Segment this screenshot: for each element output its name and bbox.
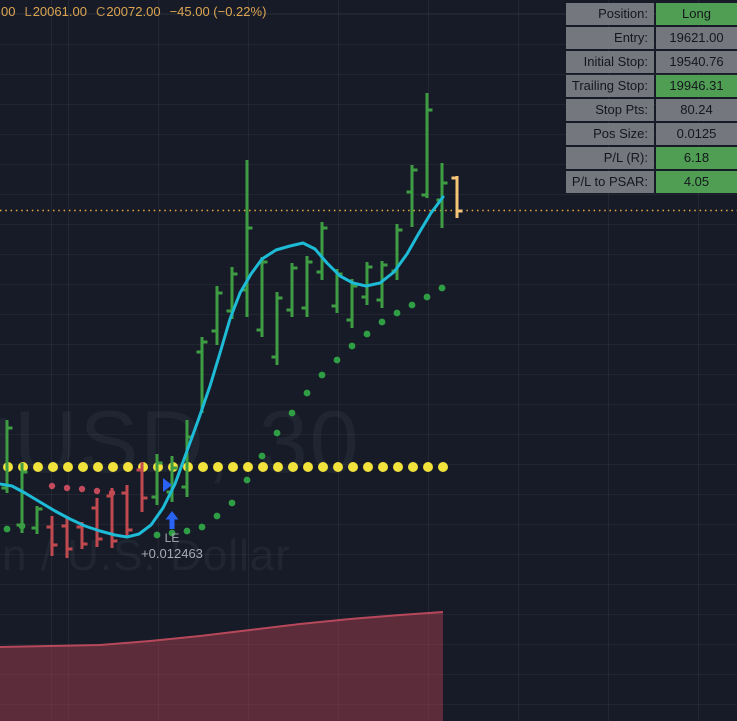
price-bar [271, 292, 283, 365]
price-bar [241, 160, 253, 317]
price-bar [211, 286, 223, 345]
price-bar [151, 454, 163, 505]
entry-marker-quantity: +0.012463 [141, 546, 203, 561]
entry-marker-label: LE [164, 531, 180, 545]
ohlc-readout: 00 L20061.00 C20072.00 −45.00 (−0.22%) [0, 4, 266, 19]
close-label: C [95, 4, 106, 19]
price-bar [1, 420, 13, 493]
panel-row-value: 0.0125 [656, 123, 737, 145]
volume-area [0, 612, 443, 721]
current-bar [451, 176, 463, 218]
panel-row-value: 80.24 [656, 99, 737, 121]
price-bar [316, 222, 328, 280]
change-value: −45.00 (−0.22%) [169, 4, 267, 19]
watermark-letter-fragment [0, 418, 6, 482]
position-info-panel: Position: Long Entry: 19621.00 Initial S… [566, 3, 737, 193]
price-bar [106, 488, 118, 548]
ohlc-fragment: 00 [1, 4, 16, 19]
panel-row-label: Pos Size: [566, 123, 654, 145]
close-value: 20072.00 [106, 4, 161, 19]
panel-row-value: 19946.31 [656, 75, 737, 97]
price-bar [121, 485, 133, 537]
volume-area-line [0, 611, 444, 648]
level-dots-row [3, 462, 448, 472]
price-bar [346, 279, 358, 328]
price-bar [76, 522, 88, 549]
panel-row-label: Position: [566, 3, 654, 25]
price-bar [421, 93, 433, 198]
watermark-description: n / U.S. Dollar [2, 531, 291, 580]
panel-row-label: Stop Pts: [566, 99, 654, 121]
panel-row-label: P/L to PSAR: [566, 171, 654, 193]
panel-row-label: Trailing Stop: [566, 75, 654, 97]
price-bar [46, 516, 58, 556]
price-bar [136, 462, 148, 512]
panel-row-value: 19540.76 [656, 51, 737, 73]
price-bar [361, 262, 373, 305]
price-bar [376, 261, 388, 308]
price-bars [1, 93, 463, 558]
price-bar [286, 263, 298, 317]
panel-row-value: 4.05 [656, 171, 737, 193]
price-bar [91, 498, 103, 547]
low-value: 20061.00 [32, 4, 87, 19]
entry-arrow-icon [165, 511, 179, 529]
panel-row-value: Long [656, 3, 737, 25]
price-bar [31, 506, 43, 534]
moving-average-line [0, 195, 445, 539]
panel-row-label: P/L (R): [566, 147, 654, 169]
panel-row-label: Initial Stop: [566, 51, 654, 73]
price-bar [256, 257, 268, 337]
panel-row-value: 19621.00 [656, 27, 737, 49]
price-bar [301, 256, 313, 317]
price-bar [436, 163, 448, 228]
price-bar [406, 165, 418, 227]
psar-dots-above [48, 482, 116, 497]
entry-triangle-icon [163, 478, 172, 492]
panel-row-label: Entry: [566, 27, 654, 49]
psar-dots-below [3, 284, 446, 539]
low-label: L [24, 4, 32, 19]
price-bar [196, 337, 208, 413]
price-bar [16, 463, 28, 533]
price-bar [61, 518, 73, 558]
panel-row-value: 6.18 [656, 147, 737, 169]
